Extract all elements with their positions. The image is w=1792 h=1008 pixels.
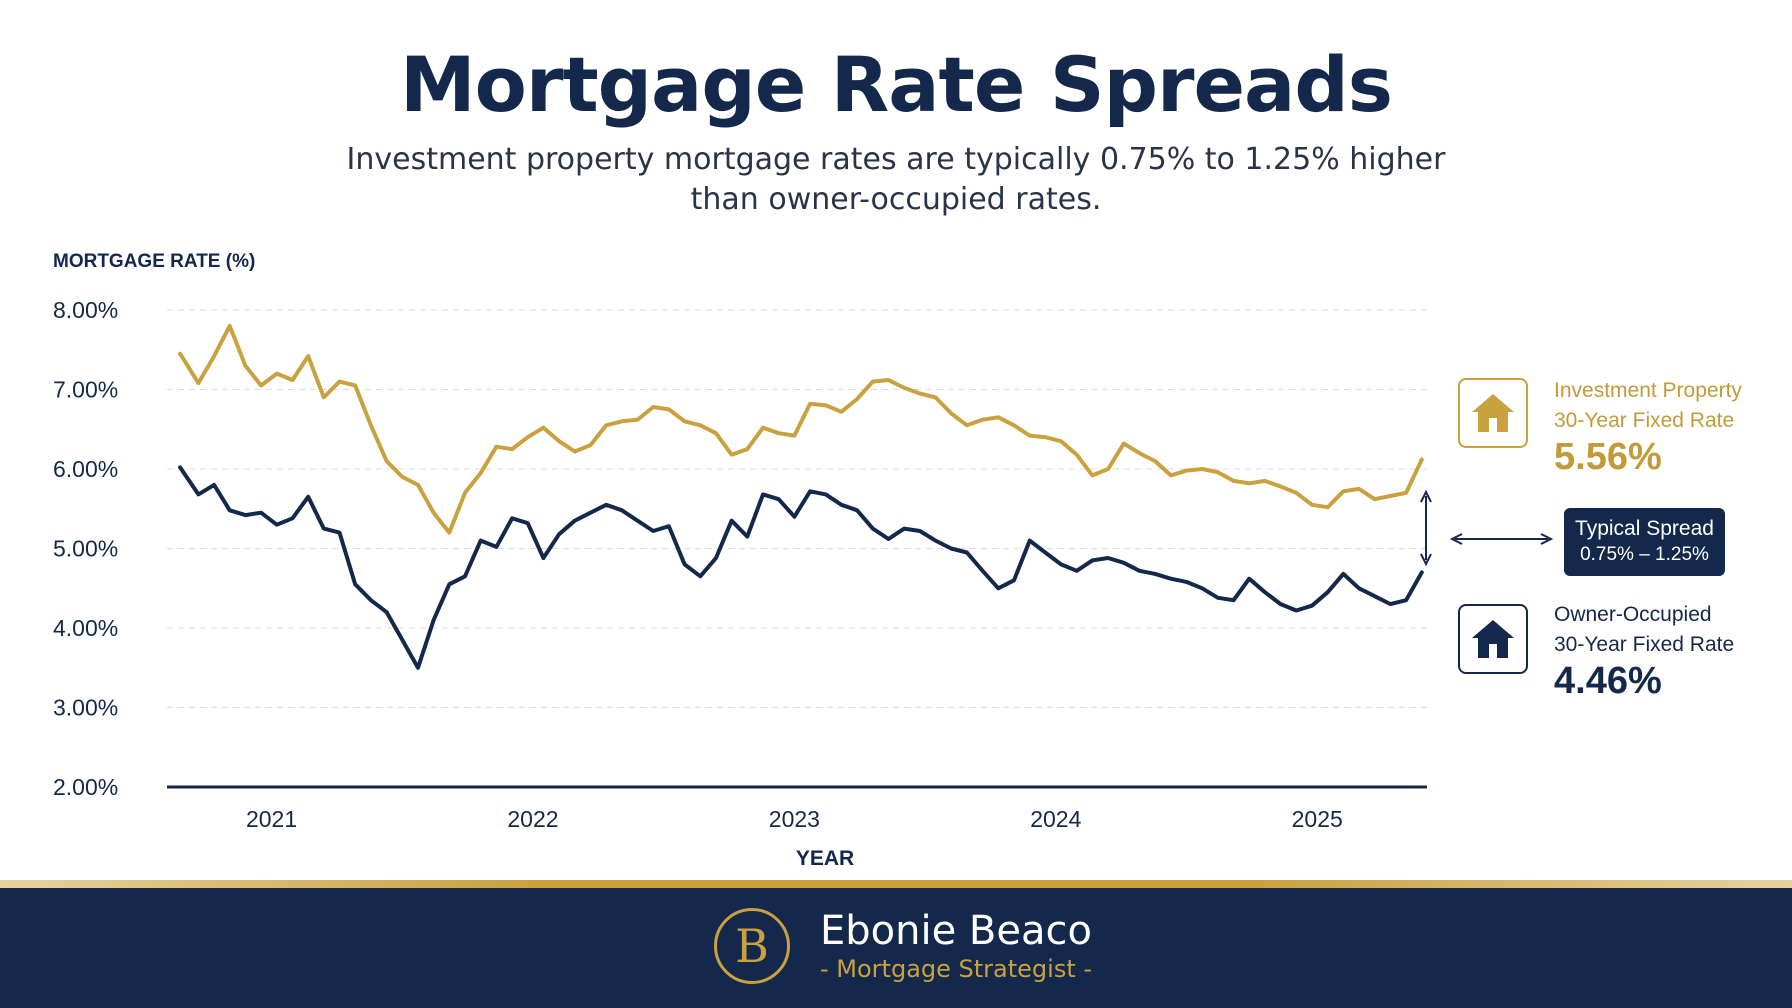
subtitle-line-1: Investment property mortgage rates are t… [346, 142, 1446, 177]
investment-rate-value: 5.56% [1554, 436, 1662, 478]
spread-label: Typical Spread [1575, 517, 1714, 540]
x-axis-ticks: 2021 2022 2023 2024 2025 [246, 806, 1343, 832]
y-tick-label: 2.00% [53, 774, 118, 800]
brand-logo: B [714, 908, 790, 984]
owner-legend-label-2: 30-Year Fixed Rate [1554, 633, 1735, 656]
series-lines [178, 323, 1424, 670]
footer-bar [0, 888, 1792, 1008]
y-tick-label: 6.00% [53, 456, 118, 482]
investment-legend-label-1: Investment Property [1554, 379, 1742, 402]
x-tick-label: 2022 [507, 806, 558, 832]
investment-rate-line [178, 323, 1424, 535]
x-tick-label: 2021 [246, 806, 297, 832]
owner-rate-value: 4.46% [1554, 660, 1662, 702]
y-axis-ticks: 2.00% 3.00% 4.00% 5.00% 6.00% 7.00% 8.00% [53, 297, 118, 800]
house-icon [1472, 620, 1514, 658]
owner-legend: Owner-Occupied 30-Year Fixed Rate 4.46% [1554, 600, 1734, 702]
subtitle-line-2: than owner-occupied rates. [690, 182, 1102, 217]
y-tick-label: 4.00% [53, 615, 118, 641]
grid-lines [167, 309, 1427, 708]
brand-role: - Mortgage Strategist - [820, 955, 1093, 983]
spread-range: 0.75% – 1.25% [1580, 544, 1709, 565]
investment-legend-label-2: 30-Year Fixed Rate [1554, 409, 1735, 432]
investment-legend: Investment Property 30-Year Fixed Rate 5… [1554, 376, 1742, 478]
spread-double-arrow [1420, 489, 1432, 567]
owner-occupied-rate-line [178, 465, 1424, 670]
chart-subtitle: Investment property mortgage rates are t… [346, 140, 1446, 220]
house-icon [1472, 394, 1514, 432]
y-tick-label: 5.00% [53, 536, 118, 562]
chart-title: Mortgage Rate Spreads [400, 40, 1393, 129]
x-tick-label: 2024 [1030, 806, 1081, 832]
x-axis-label: YEAR [796, 847, 854, 870]
investment-legend-box [1458, 378, 1528, 448]
footer-gold-rule [0, 880, 1792, 888]
spread-pointer-arrow [1449, 533, 1554, 545]
y-tick-label: 8.00% [53, 297, 118, 323]
x-tick-label: 2025 [1292, 806, 1343, 832]
brand-name: Ebonie Beaco [820, 908, 1092, 954]
y-tick-label: 3.00% [53, 695, 118, 721]
y-tick-label: 7.00% [53, 377, 118, 403]
x-tick-label: 2023 [769, 806, 820, 832]
line-chart: 2.00% 3.00% 4.00% 5.00% 6.00% 7.00% 8.00% 2021… [53, 251, 1554, 870]
y-axis-label: MORTGAGE RATE (%) [53, 251, 255, 272]
spread-badge: Typical Spread 0.75% – 1.25% [1564, 508, 1725, 576]
owner-legend-box [1458, 604, 1528, 674]
owner-legend-label-1: Owner-Occupied [1554, 603, 1712, 626]
